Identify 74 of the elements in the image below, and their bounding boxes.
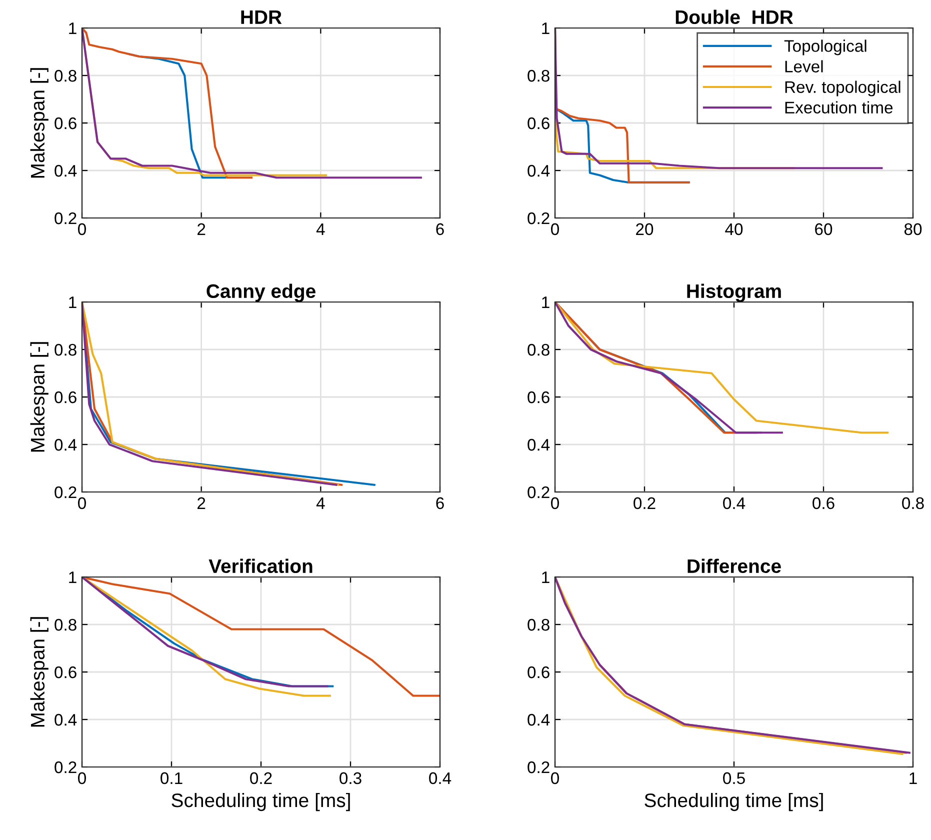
x-axis-title: Scheduling time [ms] [644,792,823,812]
x-tick-label: 0.1 [160,772,182,784]
y-tick-label: 0.6 [54,117,76,130]
legend-label: Topological [784,40,866,56]
x-tick-label: 0 [551,223,559,236]
y-tick-label: 0.2 [54,486,76,498]
x-tick-label: 1 [910,772,917,784]
y-tick-label: 0.4 [54,714,77,726]
y-tick-label: 1 [542,572,550,584]
legend-label: Rev. topological [785,80,900,96]
y-tick-label: 1 [69,22,76,34]
y-tick-label: 0.2 [528,212,550,224]
y-tick-label: 0.4 [54,438,77,451]
y-tick-label: 0.4 [528,164,550,177]
y-tick-label: 1 [542,22,550,34]
chart-title: Canny edge [206,284,316,302]
y-tick-label: 0.2 [528,761,550,774]
legend-label: Execution time [785,101,893,114]
x-tick-label: 2 [198,223,206,235]
x-tick-label: 80 [904,223,922,236]
x-tick-label: 6 [436,223,444,236]
x-tick-label: 0 [551,772,559,784]
x-tick-label: 6 [436,497,444,510]
x-tick-label: 0.2 [250,772,272,784]
x-tick-label: 0 [78,223,86,236]
chart-title: Verification [208,558,312,574]
x-tick-label: 2 [198,497,206,509]
y-tick-label: 0.2 [54,761,76,774]
y-tick-label: 0.6 [54,666,76,678]
chart-title: Difference [688,558,781,574]
x-tick-label: 0 [78,497,86,510]
x-tick-label: 0.4 [429,772,452,784]
x-tick-label: 0.3 [340,772,362,784]
y-tick-label: 0.8 [528,618,550,631]
x-tick-label: 0.5 [723,772,745,784]
y-axis-title: Makespan [-] [30,617,48,727]
x-tick-label: 0.4 [723,497,746,510]
x-tick-label: 60 [815,223,832,236]
x-tick-label: 0.2 [634,497,656,510]
y-tick-label: 0.6 [528,666,550,678]
line-series [82,28,422,179]
y-tick-label: 0.8 [528,344,550,356]
y-axis-title: Makespan [-] [30,342,48,452]
y-tick-label: 0.8 [54,344,76,356]
chart-title: Double HDR [676,10,794,24]
chart-title: HDR [241,10,282,24]
y-tick-label: 1 [542,296,550,308]
y-tick-label: 0.6 [528,117,550,130]
x-tick-label: 0 [78,772,86,784]
y-tick-label: 0.2 [528,486,550,498]
chart-title: Histogram [687,284,781,302]
x-tick-label: 40 [725,223,743,236]
y-tick-label: 0.4 [528,714,550,726]
y-tick-label: 0.8 [54,618,76,631]
y-tick-label: 0.8 [528,70,550,82]
x-tick-label: 4 [316,223,325,235]
y-axis-title: Makespan [-] [30,68,48,178]
y-tick-label: 0.4 [54,164,77,177]
legend-label: Level [785,60,823,72]
y-tick-label: 0.4 [528,438,550,451]
x-axis-title: Scheduling time [ms] [172,792,350,812]
y-tick-label: 0.6 [54,391,76,404]
y-tick-label: 1 [69,572,76,584]
line-series [555,302,889,434]
x-tick-label: 0.8 [902,497,924,510]
x-tick-label: 20 [636,223,654,236]
y-tick-label: 0.6 [528,391,550,404]
y-tick-label: 1 [69,296,76,308]
line-series [82,28,252,179]
y-tick-label: 0.8 [54,70,76,82]
x-tick-label: 4 [316,497,325,509]
y-tick-label: 0.2 [54,212,76,224]
x-tick-label: 0 [551,497,559,510]
x-tick-label: 0.6 [812,497,834,510]
